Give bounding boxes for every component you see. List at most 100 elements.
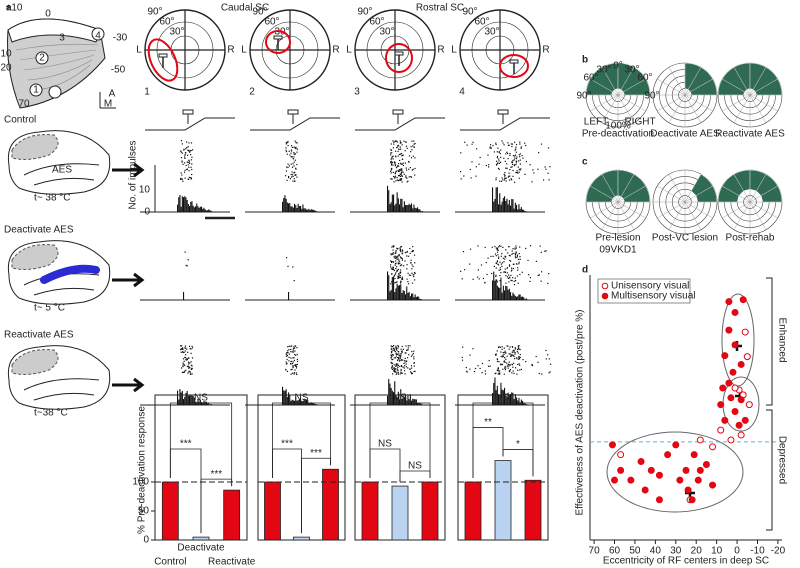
- polar-label: R: [227, 45, 234, 56]
- hist-bar: [284, 390, 286, 405]
- point: [719, 384, 727, 392]
- raster-dot: [522, 359, 524, 361]
- raster-dot: [399, 170, 401, 172]
- hist-bar: [495, 279, 497, 300]
- raster-dot: [296, 347, 298, 349]
- raster-dot: [492, 145, 494, 147]
- raster-dot: [190, 149, 192, 152]
- x-axis-label: Eccentricity of RF centers in deep SC: [603, 556, 769, 567]
- polar-spoke: [733, 201, 751, 230]
- hist-bar: [288, 203, 290, 212]
- subject-label: 09VKD1: [599, 245, 637, 256]
- raster-dot: [390, 152, 392, 154]
- polar-spoke: [684, 174, 702, 203]
- hist-bar: [500, 382, 502, 405]
- raster-dot: [396, 266, 398, 268]
- x-tick-label: 70: [589, 546, 601, 557]
- hist-bar: [518, 397, 520, 405]
- raster-dot: [504, 268, 506, 270]
- hist-bar: [508, 394, 510, 405]
- hist-bar: [511, 295, 513, 300]
- raster-dot: [494, 245, 496, 248]
- point: [735, 421, 743, 429]
- raster-dot: [391, 267, 393, 269]
- raster-dot: [189, 367, 191, 369]
- polar-spoke: [749, 94, 778, 112]
- raster-dot: [466, 144, 468, 146]
- raster-dot: [399, 264, 401, 267]
- hist-bar: [403, 397, 405, 405]
- raster-dot: [525, 160, 527, 163]
- hist-bar: [187, 395, 189, 405]
- axis-label: % Pre-deactivation response: [137, 406, 148, 534]
- point: [709, 481, 717, 489]
- raster-dot: [391, 367, 393, 369]
- raster-dot: [292, 372, 294, 374]
- raster-dot: [400, 168, 402, 170]
- raster-dot: [499, 280, 501, 282]
- raster-dot: [508, 254, 510, 257]
- hist-bar: [414, 294, 416, 300]
- raster-dot: [390, 361, 392, 363]
- hist-bar: [412, 293, 414, 300]
- hist-bar: [310, 402, 312, 405]
- significance-label: **: [484, 417, 492, 428]
- raster-dot: [292, 180, 294, 182]
- hist-bar: [387, 271, 389, 300]
- raster-dot: [511, 267, 513, 269]
- raster-dot: [500, 149, 502, 151]
- raster-dot: [293, 156, 295, 158]
- raster-dot: [397, 345, 400, 348]
- raster-dot: [398, 259, 400, 261]
- raster-dot: [411, 350, 413, 353]
- raster-dot: [413, 358, 415, 360]
- raster-dot: [481, 362, 484, 365]
- hist-bar: [309, 210, 311, 212]
- hist-bar: [390, 289, 392, 300]
- raster-dot: [392, 246, 395, 248]
- raster-dot: [414, 174, 416, 176]
- polar-spoke: [733, 94, 751, 123]
- hist-bar: [512, 199, 514, 212]
- raster-dot: [396, 365, 398, 367]
- raster-dot: [188, 371, 190, 373]
- raster-dot: [411, 372, 413, 374]
- raster-dot: [187, 149, 189, 151]
- raster-dot: [498, 160, 500, 162]
- raster-dot: [293, 172, 295, 174]
- raster-dot: [394, 175, 397, 177]
- raster-dot: [390, 357, 392, 359]
- raster-dot: [484, 282, 486, 284]
- raster-dot: [403, 370, 406, 372]
- polar-spoke: [590, 185, 619, 203]
- raster-dot: [181, 345, 183, 347]
- raster-dot: [191, 156, 193, 158]
- raster-dot: [400, 179, 402, 181]
- raster-dot: [484, 373, 487, 375]
- raster-dot: [400, 368, 402, 371]
- raster-dot: [469, 354, 471, 356]
- raster-dot: [537, 274, 539, 276]
- raster-dot: [401, 169, 403, 171]
- raster-dot: [503, 347, 505, 349]
- raster-dot: [508, 365, 510, 367]
- raster-dot: [292, 361, 294, 363]
- raster-dot: [394, 172, 396, 174]
- raster-dot: [291, 174, 294, 176]
- raster-dot: [392, 140, 394, 142]
- raster-dot: [393, 274, 396, 276]
- hist-bar: [506, 286, 508, 300]
- raster-dot: [514, 155, 516, 157]
- polar-spoke: [684, 67, 702, 96]
- raster-dot: [510, 166, 512, 168]
- raster-dot: [394, 282, 396, 284]
- polar-label: R: [332, 45, 339, 56]
- raster-dot: [394, 163, 396, 165]
- polar-spoke: [617, 67, 635, 96]
- hist-bar: [411, 293, 413, 300]
- raster-dot: [285, 147, 287, 149]
- panel-label: Post-VC lesion: [652, 233, 718, 244]
- raster-dot: [290, 345, 292, 347]
- site-marker: [48, 85, 62, 99]
- raster-dot: [290, 152, 292, 154]
